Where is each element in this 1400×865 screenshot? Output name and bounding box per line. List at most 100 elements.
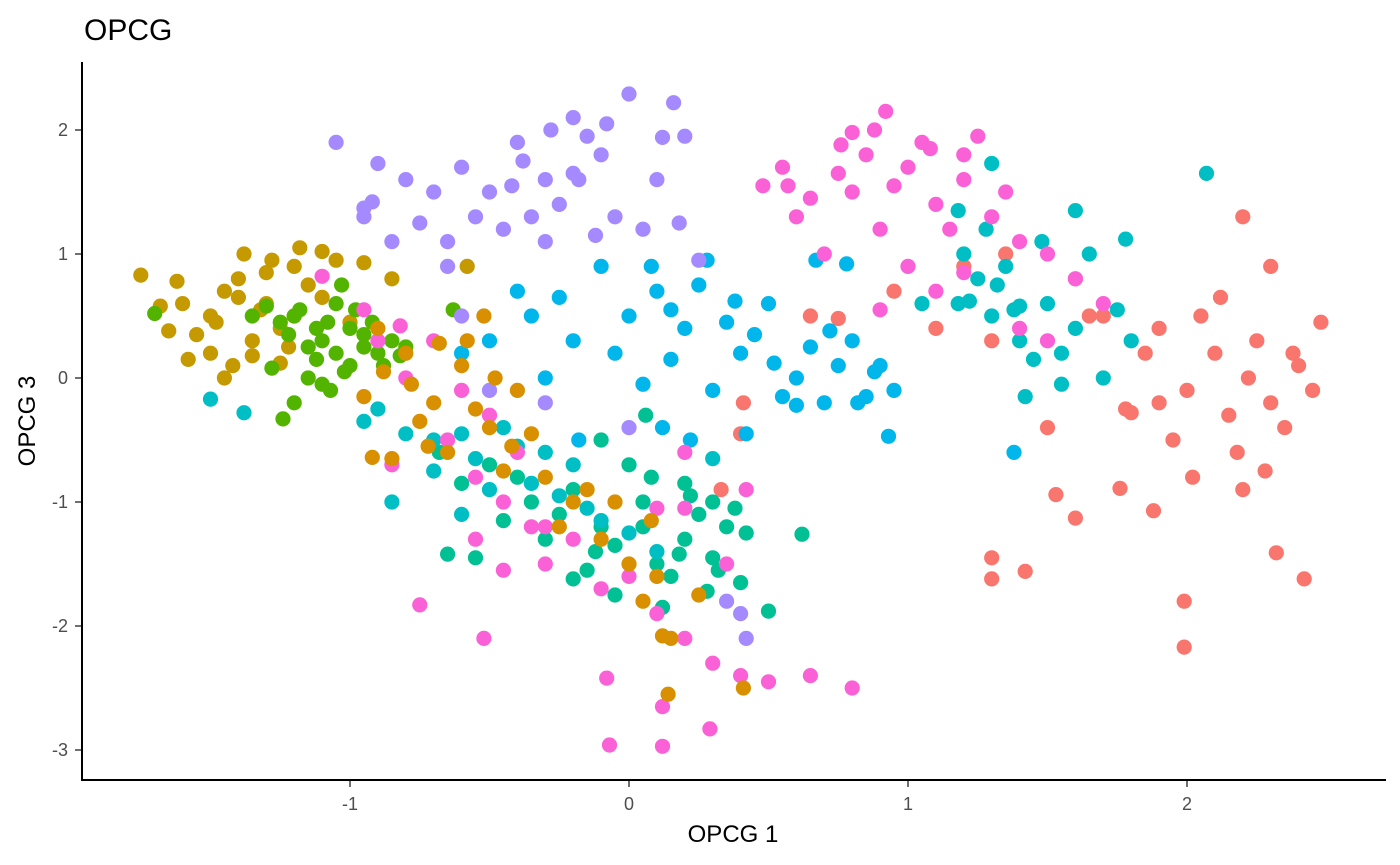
data-point (593, 432, 609, 448)
data-point (635, 221, 651, 237)
data-point (370, 401, 386, 417)
data-point (691, 587, 707, 603)
data-point (713, 482, 729, 498)
data-point (635, 593, 651, 609)
data-point (495, 494, 511, 510)
data-point (942, 221, 958, 237)
data-point (537, 444, 553, 460)
data-point (1017, 563, 1033, 580)
data-point (308, 351, 325, 367)
data-point (900, 159, 916, 175)
data-point (850, 395, 866, 411)
data-point (403, 376, 419, 392)
data-point (654, 628, 671, 644)
data-point (1198, 165, 1215, 181)
data-point (928, 196, 944, 212)
data-point (663, 568, 679, 585)
data-point (587, 227, 604, 243)
data-point (1039, 246, 1056, 262)
data-point (682, 488, 699, 504)
chart-title: OPCG (84, 14, 172, 47)
data-point (454, 308, 470, 324)
points-layer (133, 86, 1329, 754)
data-point (579, 128, 595, 144)
data-point (1006, 444, 1022, 460)
data-point (719, 314, 735, 330)
data-point (495, 463, 511, 479)
data-point (579, 500, 595, 516)
data-point (509, 469, 525, 485)
data-point (705, 494, 721, 510)
data-point (621, 457, 637, 473)
data-point (886, 382, 902, 398)
data-point (342, 320, 358, 336)
data-point (607, 345, 623, 361)
data-point (481, 457, 498, 473)
data-point (565, 494, 581, 510)
x-tick-label: -1 (342, 794, 358, 814)
data-point (523, 426, 540, 442)
data-point (607, 494, 623, 510)
data-point (334, 277, 350, 293)
data-point (230, 289, 246, 305)
data-point (1012, 298, 1028, 314)
data-point (858, 147, 874, 163)
data-point (998, 184, 1014, 200)
data-point (537, 531, 553, 547)
data-point (1240, 370, 1256, 386)
data-point (467, 469, 484, 485)
data-point (356, 339, 372, 355)
data-point (225, 358, 241, 374)
data-point (370, 333, 386, 349)
data-point (886, 178, 902, 194)
data-point (649, 544, 665, 560)
data-point (1285, 345, 1301, 361)
data-point (1109, 302, 1125, 318)
data-point (328, 134, 344, 150)
data-point (551, 519, 567, 535)
data-point (454, 159, 470, 175)
data-point (454, 382, 470, 398)
data-point (180, 351, 196, 367)
data-point (1263, 395, 1279, 411)
data-point (677, 531, 693, 547)
data-point (565, 457, 581, 473)
data-point (440, 234, 456, 250)
data-point (663, 351, 679, 367)
data-point (1095, 308, 1111, 324)
data-point (356, 200, 372, 216)
data-point (956, 265, 972, 281)
data-point (1081, 246, 1097, 262)
data-point (244, 348, 260, 364)
data-point (649, 556, 665, 572)
data-point (537, 556, 553, 572)
y-tick-label: -1 (52, 492, 68, 512)
data-point (208, 314, 224, 330)
data-point (481, 420, 498, 436)
data-point (984, 550, 1000, 566)
data-point (202, 391, 219, 407)
data-point (300, 370, 316, 386)
data-point (1291, 358, 1307, 374)
data-point (984, 308, 1000, 324)
data-point (459, 258, 475, 274)
data-point (593, 258, 609, 274)
x-tick-label: 0 (624, 794, 634, 814)
data-point (914, 296, 930, 312)
data-point (660, 686, 676, 702)
data-point (467, 550, 484, 566)
data-point (788, 209, 805, 225)
data-point (467, 451, 484, 467)
data-point (649, 283, 665, 299)
data-point (774, 159, 791, 175)
data-point (264, 360, 280, 376)
data-point (336, 364, 352, 380)
data-point (705, 382, 721, 398)
data-point (579, 562, 595, 578)
data-point (1112, 480, 1128, 496)
data-point (984, 333, 1000, 349)
data-point (671, 546, 687, 562)
data-point (677, 320, 693, 336)
data-point (509, 382, 525, 398)
